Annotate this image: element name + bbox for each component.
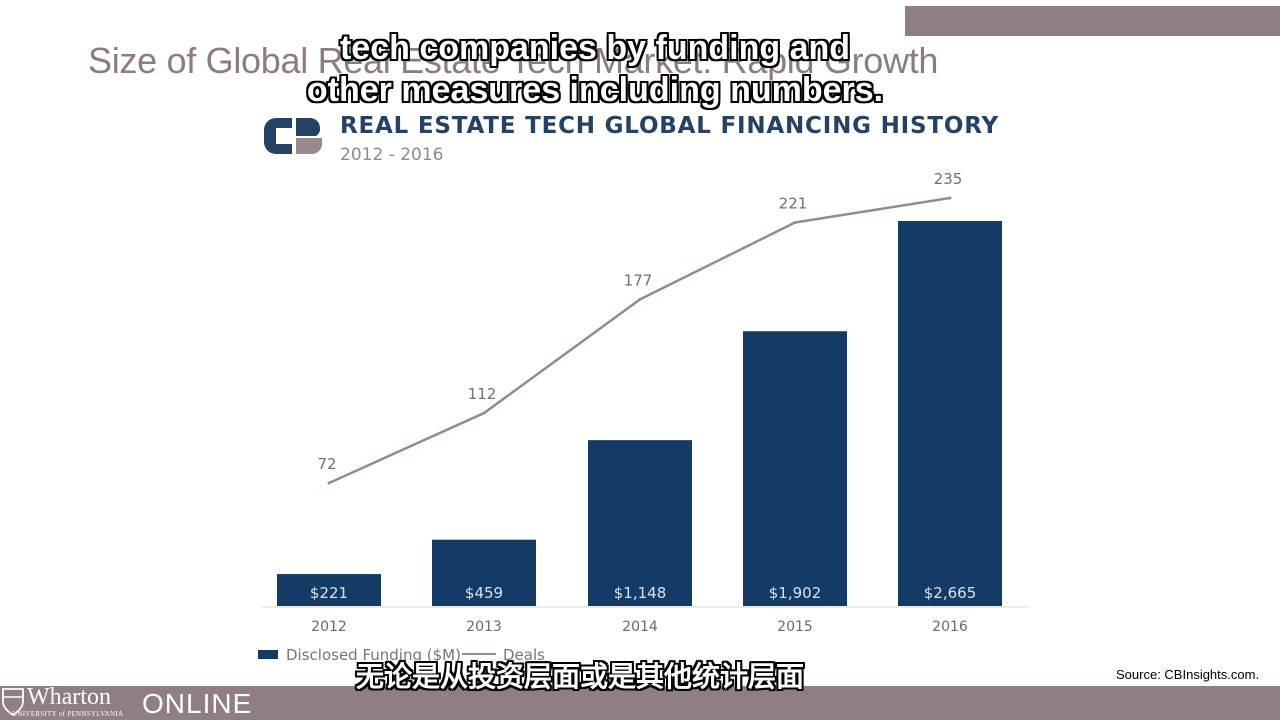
chart-subtitle: 2012 - 2016 bbox=[340, 145, 444, 165]
deals-label-2012: 72 bbox=[317, 455, 336, 473]
deals-point-2013 bbox=[482, 411, 486, 415]
funding-bar-label-2013: $459 bbox=[465, 584, 503, 602]
x-tick-label-2014: 2014 bbox=[622, 619, 658, 635]
source-note: Source: CBInsights.com. bbox=[1116, 667, 1260, 682]
legend-deals-label: Deals bbox=[503, 646, 545, 664]
deals-point-2015 bbox=[793, 220, 797, 224]
wharton-wordmark: Wharton bbox=[27, 684, 111, 710]
deals-point-2012 bbox=[327, 481, 331, 485]
funding-bar-label-2014: $1,148 bbox=[614, 584, 667, 602]
slide-title: Size of Global Real Estate Tech Market: … bbox=[88, 40, 939, 81]
funding-bar-2015 bbox=[743, 331, 847, 606]
funding-bar-2013 bbox=[432, 539, 536, 606]
deals-label-2014: 177 bbox=[624, 271, 653, 289]
funding-bar-2014 bbox=[588, 440, 692, 606]
funding-bar-2012 bbox=[277, 574, 381, 606]
x-tick-label-2012: 2012 bbox=[311, 619, 347, 635]
subtitle-caption-line-2: other measures including numbers. bbox=[306, 70, 884, 110]
footer-bar bbox=[0, 686, 1280, 720]
deals-point-2016 bbox=[948, 196, 952, 200]
online-wordmark: ONLINE bbox=[142, 688, 253, 719]
legend-funding-label: Disclosed Funding ($M) bbox=[286, 646, 461, 664]
x-tick-label-2015: 2015 bbox=[777, 619, 813, 635]
chart-title: REAL ESTATE TECH GLOBAL FINANCING HISTOR… bbox=[340, 113, 999, 139]
subtitle-caption-line-1: tech companies by funding and bbox=[339, 28, 851, 68]
deals-label-2015: 221 bbox=[779, 194, 808, 212]
funding-bar-label-2016: $2,665 bbox=[924, 584, 977, 602]
deals-point-2014 bbox=[638, 297, 642, 301]
cb-insights-logo-icon bbox=[264, 118, 322, 154]
corner-decoration bbox=[905, 6, 1280, 36]
funding-bar-label-2015: $1,902 bbox=[769, 584, 822, 602]
deals-label-2013: 112 bbox=[468, 385, 497, 403]
funding-bar-label-2012: $221 bbox=[310, 584, 348, 602]
x-tick-label-2013: 2013 bbox=[466, 619, 502, 635]
legend-funding-swatch bbox=[258, 650, 278, 659]
penn-shield-icon bbox=[2, 688, 24, 716]
funding-bar-2016 bbox=[898, 221, 1002, 606]
wharton-subtitle: UNIVERSITY of PENNSYLVANIA bbox=[12, 710, 124, 718]
deals-label-2016: 235 bbox=[934, 170, 963, 188]
financing-history-chart: $221 $459 $1,148 $1,902 $2,665 2012 2013 2014 20… bbox=[258, 170, 1030, 664]
chinese-subtitle-caption: 无论是从投资层面或是其他统计层面 bbox=[355, 659, 805, 694]
x-tick-label-2016: 2016 bbox=[932, 619, 968, 635]
